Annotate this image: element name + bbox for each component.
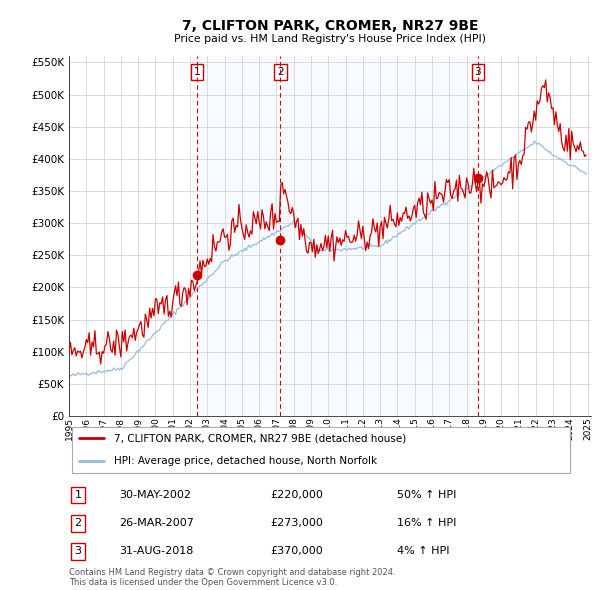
Bar [197, 56, 478, 416]
FancyBboxPatch shape [71, 427, 571, 473]
Text: 1: 1 [194, 67, 200, 77]
Text: £220,000: £220,000 [271, 490, 323, 500]
Text: Contains HM Land Registry data © Crown copyright and database right 2024.
This d: Contains HM Land Registry data © Crown c… [69, 568, 395, 587]
Text: 31-AUG-2018: 31-AUG-2018 [119, 546, 194, 556]
Text: 7, CLIFTON PARK, CROMER, NR27 9BE: 7, CLIFTON PARK, CROMER, NR27 9BE [182, 19, 478, 33]
Text: 16% ↑ HPI: 16% ↑ HPI [397, 518, 456, 528]
Text: Price paid vs. HM Land Registry's House Price Index (HPI): Price paid vs. HM Land Registry's House … [174, 34, 486, 44]
Text: 7, CLIFTON PARK, CROMER, NR27 9BE (detached house): 7, CLIFTON PARK, CROMER, NR27 9BE (detac… [115, 433, 407, 443]
Text: HPI: Average price, detached house, North Norfolk: HPI: Average price, detached house, Nort… [115, 457, 377, 467]
Text: 50% ↑ HPI: 50% ↑ HPI [397, 490, 456, 500]
Text: 1: 1 [74, 490, 82, 500]
Text: £370,000: £370,000 [271, 546, 323, 556]
Text: 26-MAR-2007: 26-MAR-2007 [119, 518, 194, 528]
Text: £273,000: £273,000 [271, 518, 323, 528]
Text: 2: 2 [277, 67, 284, 77]
Text: 3: 3 [475, 67, 481, 77]
Text: 4% ↑ HPI: 4% ↑ HPI [397, 546, 449, 556]
Text: 30-MAY-2002: 30-MAY-2002 [119, 490, 191, 500]
Text: 3: 3 [74, 546, 82, 556]
Text: 2: 2 [74, 518, 82, 528]
